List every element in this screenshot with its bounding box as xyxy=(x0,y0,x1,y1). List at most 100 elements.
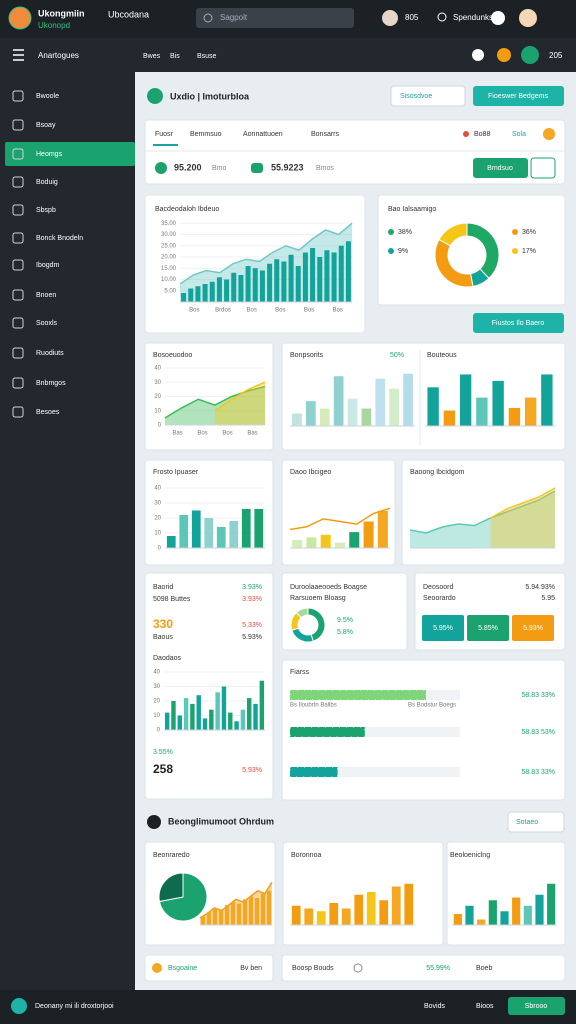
panel xyxy=(281,572,408,651)
nav-item[interactable]: Bsoay xyxy=(36,122,56,129)
nav-item[interactable]: Boduig xyxy=(36,179,58,186)
bar xyxy=(209,709,214,730)
button[interactable] xyxy=(473,158,528,178)
label[interactable]: Bioos xyxy=(476,1003,494,1010)
slice xyxy=(295,607,309,619)
label: Rarsuoem Bloasg xyxy=(290,595,346,602)
bar xyxy=(292,540,303,548)
label: 258 xyxy=(153,762,173,776)
nav-item[interactable]: Sooxls xyxy=(36,320,58,327)
button[interactable] xyxy=(508,997,565,1015)
chart-title: Daoo Ibcigeo xyxy=(290,469,331,476)
nav-item[interactable]: Bnoen xyxy=(36,292,56,299)
dropdown[interactable] xyxy=(507,811,565,833)
nav-link[interactable]: Bis xyxy=(170,53,180,60)
bar xyxy=(259,680,265,730)
hbar-track xyxy=(290,727,460,737)
nav-item[interactable]: Besoes xyxy=(36,409,60,416)
bar xyxy=(288,254,294,302)
tab[interactable]: Aonnattuoen xyxy=(243,131,283,138)
label[interactable]: Sotaeo xyxy=(516,819,538,826)
nav-item[interactable]: Bnbmgos xyxy=(36,380,66,387)
label[interactable]: Fiustos Ilo Baero xyxy=(492,320,545,327)
sidebar xyxy=(0,72,135,990)
icon[interactable] xyxy=(521,46,539,64)
label: Boosp Bouds xyxy=(292,965,334,972)
label: 9.5% xyxy=(337,617,353,624)
chart-title: Beonraredo xyxy=(153,852,190,859)
icon[interactable] xyxy=(497,48,511,62)
label: Bmos xyxy=(316,165,334,172)
tab[interactable]: Bemmsuo xyxy=(190,131,222,138)
nav-icon xyxy=(12,347,24,359)
bar xyxy=(292,413,302,426)
label[interactable]: Bovids xyxy=(424,1003,446,1010)
label[interactable]: Bmdsuo xyxy=(487,165,513,172)
search-box[interactable] xyxy=(196,8,354,28)
label[interactable]: Sbrooo xyxy=(525,1003,548,1010)
icon[interactable] xyxy=(472,49,484,61)
nav-icon xyxy=(12,232,24,244)
bar xyxy=(179,515,189,548)
label: 5.95 xyxy=(541,595,555,602)
nav-item[interactable]: Ibogdm xyxy=(36,262,60,269)
bar xyxy=(291,905,301,925)
tile-label: 5.95% xyxy=(433,625,453,632)
bar xyxy=(218,909,224,925)
bar xyxy=(404,883,414,925)
label[interactable]: Fioeswer Bedgems xyxy=(488,93,548,100)
label: 55.9223 xyxy=(271,162,304,172)
y-tick-label: 15.00 xyxy=(161,266,177,272)
bar xyxy=(541,374,553,426)
profile-avatar[interactable] xyxy=(519,9,537,27)
nav-link[interactable]: Bwes xyxy=(143,53,161,60)
label[interactable]: Sola xyxy=(512,131,526,138)
slice xyxy=(158,872,184,903)
label: 5.33% xyxy=(242,622,262,629)
tab[interactable]: Fuosr xyxy=(155,131,174,138)
button[interactable] xyxy=(473,86,564,106)
bar xyxy=(535,894,544,925)
metric-icon xyxy=(251,163,263,173)
nav-link[interactable]: Bsuse xyxy=(197,53,217,60)
label: Ukongmiin xyxy=(38,8,85,18)
bar xyxy=(524,397,537,426)
bar xyxy=(331,252,337,302)
nav-item[interactable]: Bwoole xyxy=(36,93,59,100)
nav-item[interactable]: Ruodiuts xyxy=(36,350,64,357)
x-tick-label: Bos xyxy=(275,308,285,314)
label: Ubcodana xyxy=(108,9,149,19)
label: 3.93% xyxy=(242,596,262,603)
nav-item[interactable]: Heomgs xyxy=(36,151,63,158)
search-icon[interactable] xyxy=(437,12,447,22)
section-icon xyxy=(147,815,161,829)
x-tick-label: Brdos xyxy=(215,308,231,314)
bar xyxy=(354,894,364,925)
label: 5.8% xyxy=(337,629,353,636)
tile xyxy=(422,615,464,641)
y-tick-label: 30 xyxy=(154,380,161,386)
legend-dot xyxy=(388,229,394,235)
bar xyxy=(345,241,351,302)
dropdown[interactable] xyxy=(390,85,466,107)
bar xyxy=(171,701,176,730)
tab[interactable]: Bonsarrs xyxy=(311,131,340,138)
icon[interactable] xyxy=(491,11,505,25)
y-tick-label: 40 xyxy=(154,486,161,492)
bar xyxy=(316,911,326,925)
nav-item[interactable]: Bonck Bnodeln xyxy=(36,235,83,242)
label: 5.93% xyxy=(242,767,262,774)
button[interactable] xyxy=(473,313,564,333)
nav-item[interactable]: Sbspb xyxy=(36,207,56,214)
active-item[interactable] xyxy=(5,142,135,166)
label: Bmo xyxy=(212,165,227,172)
bar xyxy=(333,376,344,426)
label: Spendunks xyxy=(453,13,493,22)
bar xyxy=(443,410,456,426)
bar xyxy=(547,883,556,925)
legend-label: 9% xyxy=(398,248,408,255)
label: Boeb xyxy=(476,965,492,972)
icon-button[interactable] xyxy=(530,157,556,179)
label[interactable]: Sisosdvoe xyxy=(400,93,432,100)
bar xyxy=(391,886,401,925)
